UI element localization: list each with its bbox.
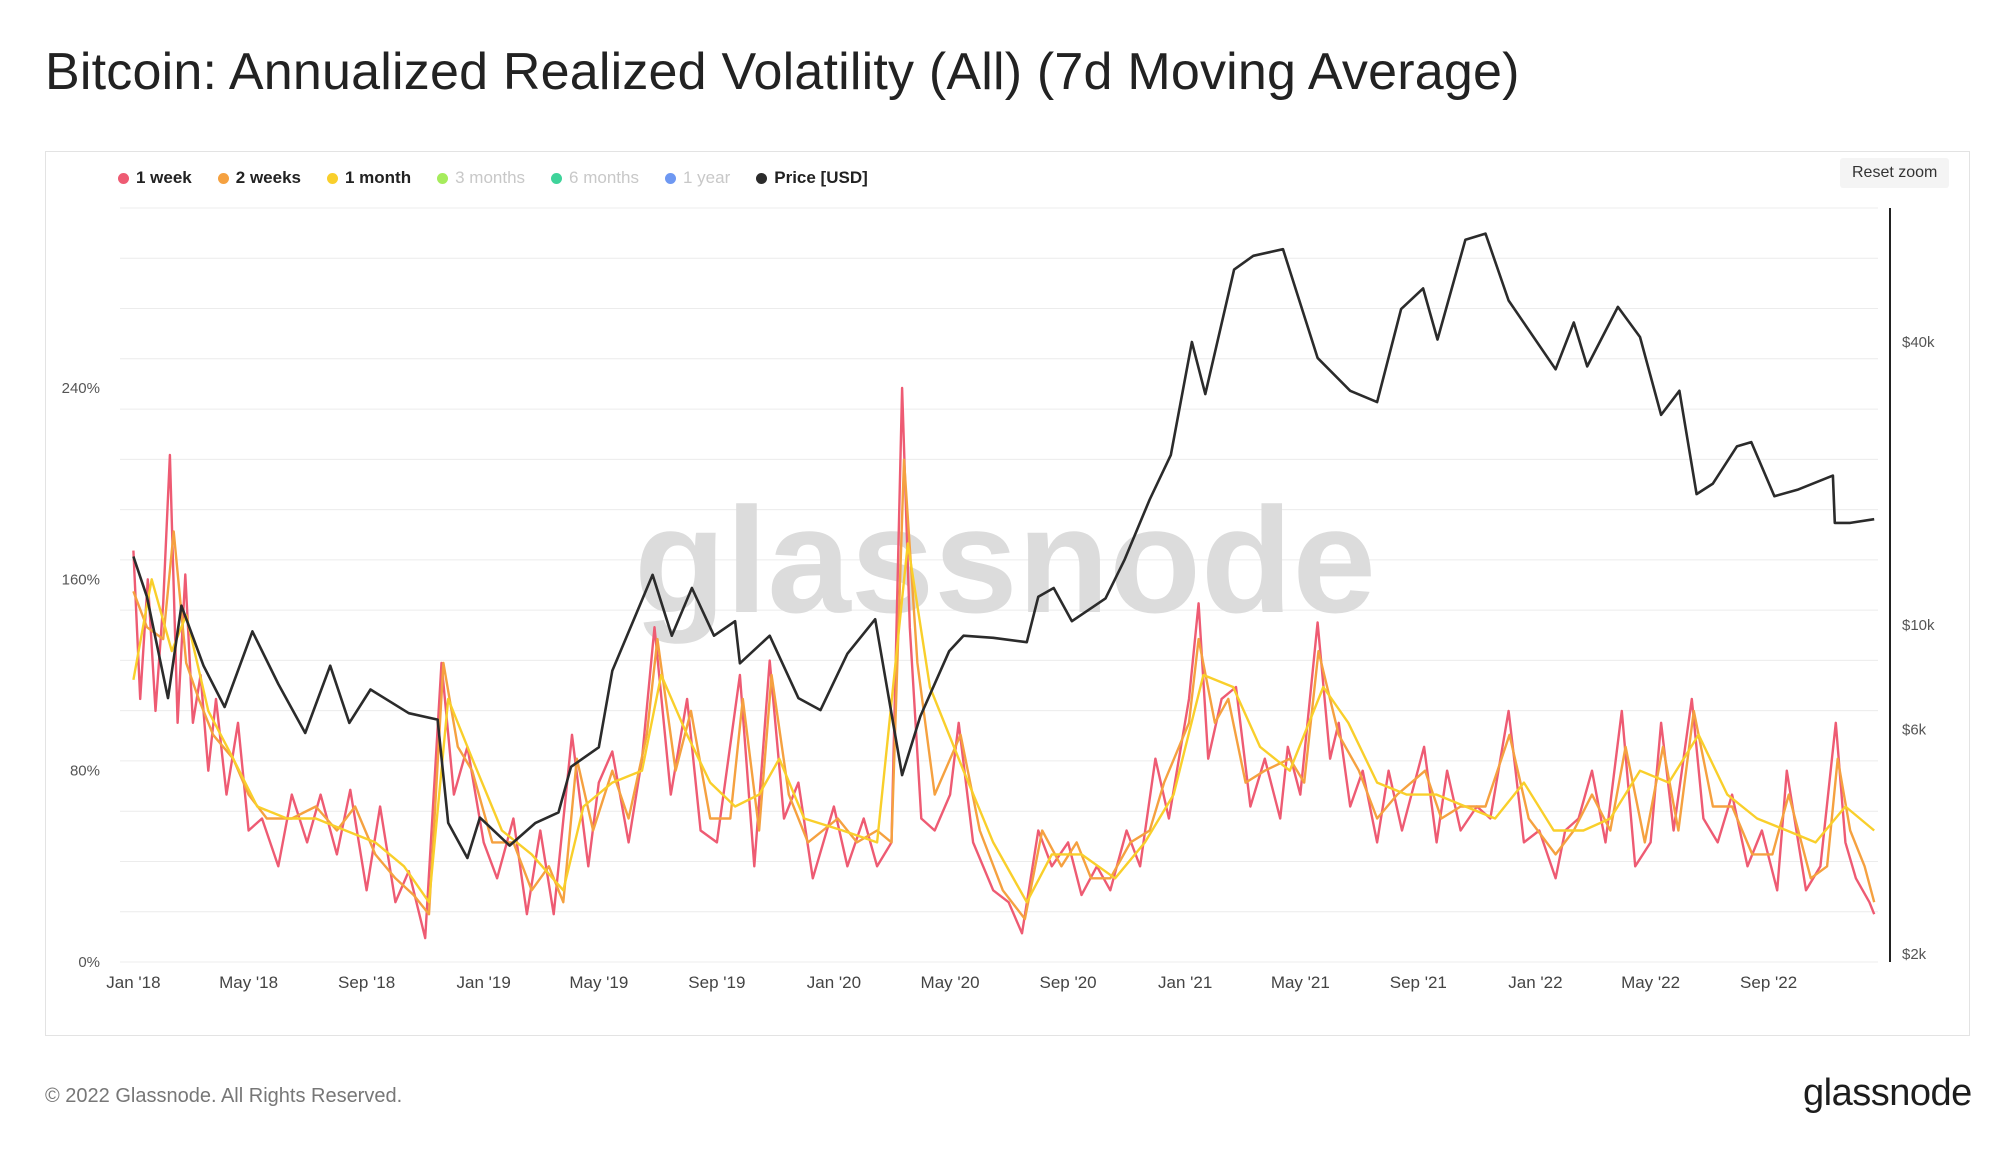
legend-label: 6 months [569, 168, 639, 187]
legend-marker [664, 172, 676, 184]
legend-marker [217, 172, 229, 184]
series-line-1-week [132, 386, 1876, 940]
legend-item-1-year[interactable]: 1 year [664, 168, 731, 188]
y-left-tick-label: 160% [62, 571, 100, 588]
legend-label: 1 week [136, 168, 192, 187]
series-line-price-usd [132, 232, 1875, 860]
legend-label: 1 month [345, 168, 412, 187]
x-tick-label: Jan '18 [106, 973, 160, 992]
legend-label: 2 weeks [235, 168, 301, 187]
legend-marker [551, 172, 563, 184]
legend-label: 1 year [682, 168, 731, 187]
x-tick-label: May '22 [1621, 973, 1680, 992]
y-left-tick-label: 80% [70, 763, 100, 780]
legend-label: 3 months [455, 168, 526, 187]
watermark-text: glassnode [634, 476, 1376, 644]
x-tick-label: Jan '20 [807, 973, 861, 992]
chart-legend: 1 week 2 weeks 1 month 3 months 6 months 1 ye… [118, 168, 868, 188]
legend-item-3-months[interactable]: 3 months [437, 168, 525, 188]
x-tick-label: Sep '20 [1040, 973, 1097, 992]
page-title: Bitcoin: Annualized Realized Volatility … [45, 43, 1520, 101]
legend-item-2-weeks[interactable]: 2 weeks [217, 168, 301, 188]
x-tick-label: May '21 [1271, 973, 1330, 992]
glassnode-logo: glassnode [1803, 1072, 1972, 1114]
y-left-tick-label: 240% [62, 380, 100, 397]
y-right-tick-label: $10k [1902, 617, 1935, 634]
x-tick-label: Jan '19 [457, 973, 511, 992]
legend-marker [118, 172, 129, 184]
y-right-tick-label: $2k [1902, 946, 1927, 963]
legend-item-1-week[interactable]: 1 week [118, 168, 192, 188]
x-tick-label: May '18 [219, 973, 278, 992]
series-line-1-month [132, 542, 1875, 904]
series-line-2-weeks [132, 458, 1876, 921]
legend-marker [327, 172, 338, 184]
x-tick-label: Sep '18 [338, 973, 395, 992]
x-tick-label: Jan '22 [1508, 973, 1562, 992]
legend-item-price-usd[interactable]: Price [USD] [756, 168, 868, 188]
x-tick-label: Sep '19 [688, 973, 745, 992]
x-tick-label: Sep '22 [1740, 973, 1797, 992]
x-tick-label: May '19 [569, 973, 628, 992]
legend-item-1-month[interactable]: 1 month [327, 168, 411, 188]
y-right-tick-label: $6k [1902, 722, 1927, 739]
y-left-tick-label: 0% [78, 954, 100, 971]
reset-zoom-button[interactable]: Reset zoom [1840, 158, 1950, 188]
legend-label: Price [USD] [774, 168, 868, 187]
x-tick-label: Jan '21 [1158, 973, 1212, 992]
x-tick-label: Sep '21 [1390, 973, 1447, 992]
x-tick-label: May '20 [921, 973, 980, 992]
legend-marker [437, 172, 449, 184]
y-right-tick-label: $40k [1902, 334, 1935, 351]
copyright-text: © 2022 Glassnode. All Rights Reserved. [45, 1085, 403, 1107]
legend-item-6-months[interactable]: 6 months [551, 168, 639, 188]
legend-marker [756, 172, 768, 184]
